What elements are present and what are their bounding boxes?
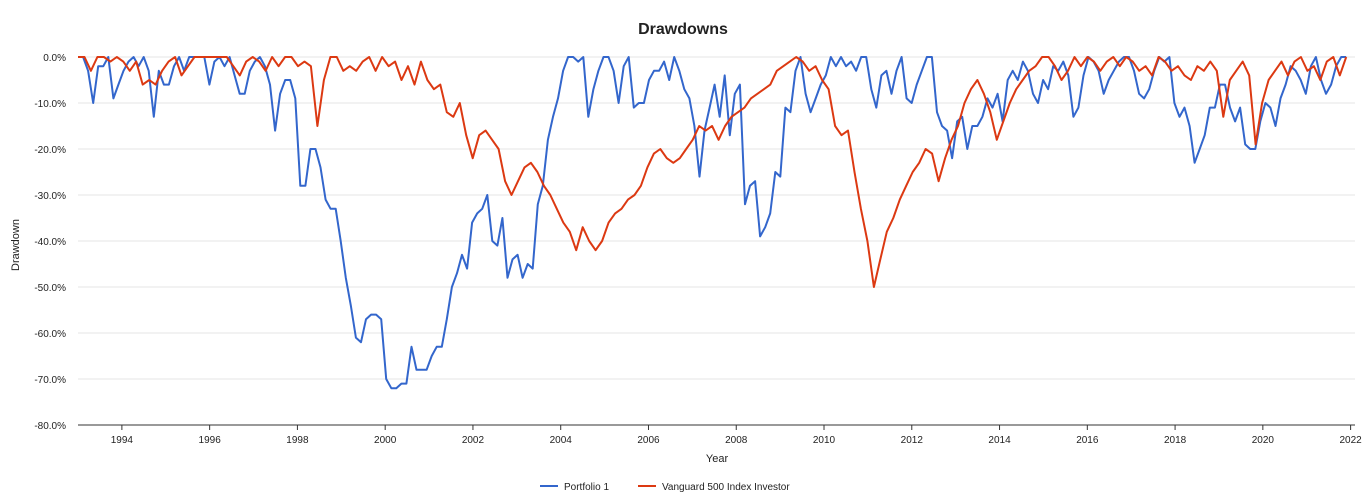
chart-title: Drawdowns <box>638 21 728 38</box>
x-tick-label: 1996 <box>199 435 222 446</box>
x-tick-label: 2000 <box>374 435 397 446</box>
series-line-vanguard-500-index-investor <box>78 56 1348 288</box>
x-axis: 1994 1996 1998 2000 2002 2004 2006 2008 2010 2012… <box>111 425 1362 446</box>
x-tick-label: 2008 <box>725 435 748 446</box>
y-tick-label: -60.0% <box>34 329 66 340</box>
x-tick-label: 2012 <box>901 435 924 446</box>
y-tick-label: -50.0% <box>34 283 66 294</box>
x-tick-label: 1994 <box>111 435 134 446</box>
y-axis: 0.0% -10.0% -20.0% -30.0% -40.0% -50.0% -60.0%… <box>34 53 66 432</box>
x-tick-label: 2018 <box>1164 435 1187 446</box>
x-tick-label: 2004 <box>550 435 573 446</box>
x-tick-label: 2010 <box>813 435 836 446</box>
x-tick-label: 2016 <box>1076 435 1099 446</box>
y-tick-label: -20.0% <box>34 145 66 156</box>
legend: Portfolio 1 Vanguard 500 Index Investor <box>540 482 790 493</box>
y-tick-label: 0.0% <box>43 53 66 64</box>
y-tick-label: -40.0% <box>34 237 66 248</box>
y-axis-label: Drawdown <box>10 219 22 271</box>
x-tick-label: 2002 <box>462 435 485 446</box>
legend-label: Vanguard 500 Index Investor <box>662 482 790 493</box>
legend-item: Vanguard 500 Index Investor <box>638 482 790 493</box>
plot-area <box>78 56 1348 390</box>
x-tick-label: 2006 <box>637 435 660 446</box>
x-tick-label: 2020 <box>1252 435 1275 446</box>
legend-item: Portfolio 1 <box>540 482 609 493</box>
y-tick-label: -10.0% <box>34 99 66 110</box>
y-tick-label: -80.0% <box>34 421 66 432</box>
y-tick-label: -70.0% <box>34 375 66 386</box>
x-tick-label: 2014 <box>988 435 1011 446</box>
gridlines <box>78 56 1355 426</box>
series-line-portfolio-1 <box>78 56 1347 390</box>
x-tick-label: 2022 <box>1339 435 1362 446</box>
y-tick-label: -30.0% <box>34 191 66 202</box>
x-axis-label: Year <box>706 453 729 465</box>
legend-label: Portfolio 1 <box>564 482 609 493</box>
x-tick-label: 1998 <box>286 435 309 446</box>
